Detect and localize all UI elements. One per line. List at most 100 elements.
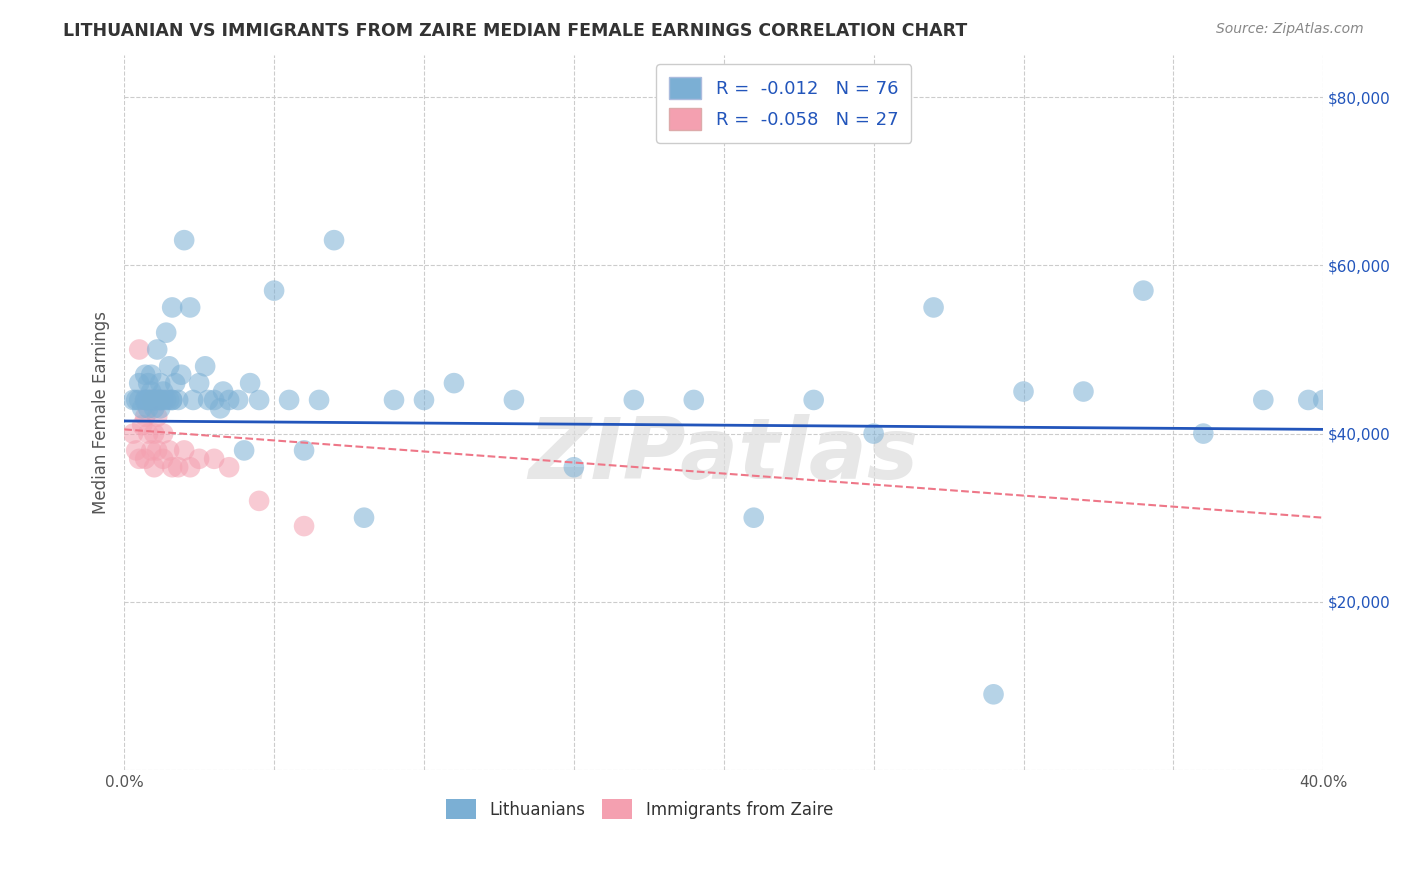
Point bbox=[382, 392, 405, 407]
Point bbox=[682, 392, 704, 407]
Point bbox=[149, 376, 172, 391]
Point bbox=[136, 376, 159, 391]
Point bbox=[862, 426, 884, 441]
Point bbox=[803, 392, 825, 407]
Point bbox=[128, 376, 150, 391]
Point bbox=[160, 301, 183, 315]
Point bbox=[152, 384, 174, 399]
Point bbox=[292, 519, 315, 533]
Point bbox=[134, 409, 156, 424]
Point bbox=[353, 510, 375, 524]
Point bbox=[152, 392, 174, 407]
Point bbox=[160, 392, 183, 407]
Point bbox=[143, 401, 166, 416]
Point bbox=[141, 443, 163, 458]
Point bbox=[141, 384, 163, 399]
Text: ZIPatlas: ZIPatlas bbox=[529, 414, 920, 497]
Point bbox=[160, 460, 183, 475]
Point bbox=[562, 460, 585, 475]
Point bbox=[141, 392, 163, 407]
Point bbox=[188, 376, 211, 391]
Point bbox=[136, 392, 159, 407]
Point bbox=[1012, 384, 1035, 399]
Point bbox=[128, 451, 150, 466]
Point bbox=[247, 392, 270, 407]
Point bbox=[125, 392, 148, 407]
Point bbox=[623, 392, 645, 407]
Point bbox=[136, 401, 159, 416]
Point bbox=[122, 426, 145, 441]
Point bbox=[157, 392, 180, 407]
Text: Source: ZipAtlas.com: Source: ZipAtlas.com bbox=[1216, 22, 1364, 37]
Point bbox=[149, 392, 172, 407]
Point bbox=[218, 460, 240, 475]
Point bbox=[1132, 284, 1154, 298]
Point bbox=[157, 359, 180, 374]
Point bbox=[1253, 392, 1275, 407]
Point bbox=[278, 392, 301, 407]
Point bbox=[141, 368, 163, 382]
Point bbox=[143, 426, 166, 441]
Point bbox=[197, 392, 219, 407]
Point bbox=[226, 392, 249, 407]
Point bbox=[149, 401, 172, 416]
Point bbox=[218, 392, 240, 407]
Point bbox=[134, 368, 156, 382]
Y-axis label: Median Female Earnings: Median Female Earnings bbox=[93, 311, 110, 514]
Point bbox=[503, 392, 526, 407]
Point bbox=[170, 368, 193, 382]
Point bbox=[323, 233, 346, 247]
Point bbox=[165, 376, 187, 391]
Point bbox=[212, 384, 235, 399]
Point bbox=[179, 301, 201, 315]
Point bbox=[239, 376, 262, 391]
Point bbox=[1073, 384, 1095, 399]
Point bbox=[247, 494, 270, 508]
Text: LITHUANIAN VS IMMIGRANTS FROM ZAIRE MEDIAN FEMALE EARNINGS CORRELATION CHART: LITHUANIAN VS IMMIGRANTS FROM ZAIRE MEDI… bbox=[63, 22, 967, 40]
Point bbox=[181, 392, 204, 407]
Point bbox=[128, 343, 150, 357]
Point bbox=[128, 392, 150, 407]
Point bbox=[131, 401, 153, 416]
Legend: Lithuanians, Immigrants from Zaire: Lithuanians, Immigrants from Zaire bbox=[440, 792, 839, 826]
Point bbox=[134, 392, 156, 407]
Point bbox=[155, 392, 177, 407]
Point bbox=[263, 284, 285, 298]
Point bbox=[141, 392, 163, 407]
Point bbox=[292, 443, 315, 458]
Point bbox=[157, 443, 180, 458]
Point bbox=[742, 510, 765, 524]
Point bbox=[179, 460, 201, 475]
Point bbox=[209, 401, 232, 416]
Point bbox=[134, 451, 156, 466]
Point bbox=[173, 233, 195, 247]
Point bbox=[1312, 392, 1334, 407]
Point bbox=[167, 392, 190, 407]
Point bbox=[136, 392, 159, 407]
Point bbox=[149, 392, 172, 407]
Point bbox=[143, 392, 166, 407]
Point bbox=[233, 443, 256, 458]
Point bbox=[149, 392, 172, 407]
Point bbox=[167, 460, 190, 475]
Point bbox=[152, 426, 174, 441]
Point bbox=[983, 687, 1005, 701]
Point bbox=[308, 392, 330, 407]
Point bbox=[188, 451, 211, 466]
Point bbox=[202, 451, 225, 466]
Point bbox=[160, 392, 183, 407]
Point bbox=[131, 418, 153, 433]
Point bbox=[194, 359, 217, 374]
Point bbox=[173, 443, 195, 458]
Point bbox=[1192, 426, 1215, 441]
Point bbox=[155, 326, 177, 340]
Point bbox=[136, 426, 159, 441]
Point bbox=[122, 392, 145, 407]
Point bbox=[146, 343, 169, 357]
Point bbox=[152, 451, 174, 466]
Point bbox=[143, 460, 166, 475]
Point bbox=[922, 301, 945, 315]
Point bbox=[143, 392, 166, 407]
Point bbox=[202, 392, 225, 407]
Point bbox=[146, 392, 169, 407]
